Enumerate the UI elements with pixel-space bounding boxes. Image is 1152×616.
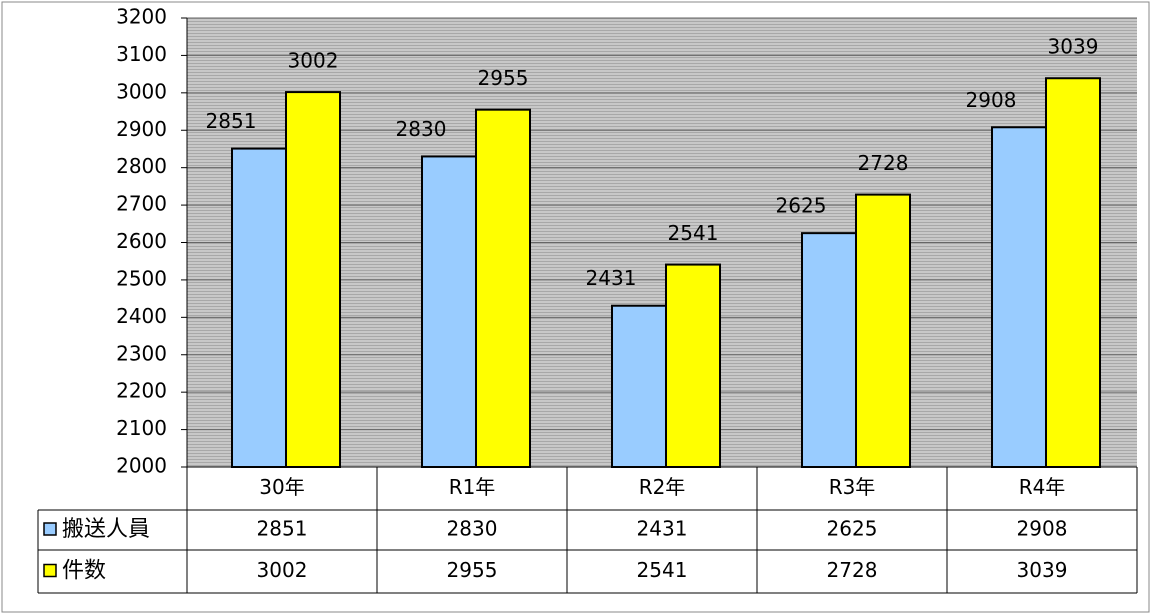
data-label: 3039: [1048, 35, 1099, 59]
table-cell: 2851: [257, 517, 308, 541]
table-cell: 2625: [827, 517, 878, 541]
bar: [285, 91, 341, 469]
data-label: 2955: [478, 66, 529, 90]
bar: [421, 155, 477, 468]
y-tick-label: 2100: [116, 416, 167, 440]
y-tick-label: 2600: [116, 229, 167, 253]
y-tick-label: 2500: [116, 266, 167, 290]
table-cell: 2431: [637, 517, 688, 541]
y-tick-label: 3200: [116, 5, 167, 29]
y-tick-label: 3100: [116, 42, 167, 66]
y-tick-label: 2300: [116, 341, 167, 365]
x-tick-label: R1年: [449, 475, 496, 499]
y-tick-label: 2900: [116, 117, 167, 141]
y-tick-label: 2400: [116, 304, 167, 328]
table-cell: 3039: [1017, 558, 1068, 582]
bar: [855, 193, 911, 469]
data-label: 2851: [206, 109, 257, 133]
x-tick-label: R3年: [829, 475, 876, 499]
bar: [665, 263, 721, 468]
table-cell: 2728: [827, 558, 878, 582]
data-label: 2908: [966, 88, 1017, 112]
data-label: 2625: [776, 194, 827, 218]
table-cell: 3002: [257, 558, 308, 582]
data-label: 2728: [858, 151, 909, 175]
y-tick-label: 2000: [116, 454, 167, 478]
x-tick-label: R4年: [1019, 475, 1066, 499]
legend-label: 件数: [62, 559, 106, 584]
legend-label: 搬送人員: [62, 517, 150, 542]
table-cell: 2830: [447, 517, 498, 541]
bar: [801, 232, 857, 468]
y-tick-label: 2200: [116, 379, 167, 403]
y-tick-label: 2800: [116, 154, 167, 178]
bar: [611, 304, 667, 468]
table-cell: 2955: [447, 558, 498, 582]
data-label: 2431: [586, 266, 637, 290]
bar: [475, 108, 531, 468]
bar: [1045, 77, 1101, 468]
bar: [231, 147, 287, 468]
bar: [991, 126, 1047, 469]
y-tick-label: 3000: [116, 79, 167, 103]
x-tick-label: 30年: [259, 475, 304, 499]
x-tick-label: R2年: [639, 475, 686, 499]
data-label: 2830: [396, 117, 447, 141]
legend-swatch: [43, 563, 57, 578]
table-cell: 2541: [637, 558, 688, 582]
data-label: 3002: [288, 49, 339, 73]
y-tick-label: 2700: [116, 192, 167, 216]
table-cell: 2908: [1017, 517, 1068, 541]
legend-swatch: [43, 522, 57, 536]
data-label: 2541: [668, 221, 719, 245]
